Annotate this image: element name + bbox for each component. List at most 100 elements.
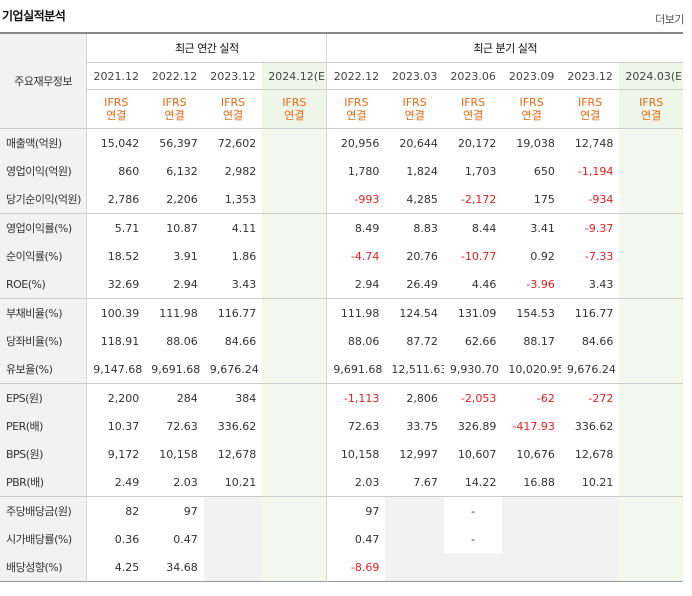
quarter-group-header: 최근 분기 실적 (326, 32, 683, 63)
quarter-value-cell: - (471, 532, 476, 546)
annual-value-cell: 2,786 (86, 185, 146, 214)
annual-value-cell (262, 270, 327, 299)
quarter-value-cell: -8.69 (326, 553, 386, 582)
quarter-value-cell: 154.53 (516, 306, 555, 320)
financial-table: 주요재무정보 최근 연간 실적 최근 분기 실적 2021.12 2022.12 2… (0, 32, 683, 582)
quarter-value-cell: 97 (326, 496, 386, 525)
quarter-value-cell (619, 298, 683, 327)
quarter-value-cell (619, 270, 683, 299)
annual-value-cell: 116.77 (217, 306, 257, 320)
annual-period-header: 2021.12 (86, 62, 146, 90)
annual-period-header: 2024.12(E) (262, 62, 327, 90)
row-label: 당기순이익(억원) (0, 185, 87, 214)
table-row: BPS(원) 9,172 10,158 12,678 10,158 12,997 10,60… (0, 440, 683, 468)
ifrs-label: IFRS (639, 96, 664, 109)
annual-value-cell: 97 (183, 504, 198, 518)
quarter-value-cell (619, 553, 683, 582)
annual-value-cell: 0.47 (173, 532, 198, 546)
quarter-value-cell: 12,678 (574, 447, 614, 461)
quarter-period-header: 2023.12 (567, 69, 613, 83)
quarter-value-cell: 62.66 (464, 334, 497, 348)
quarter-value-cell: 1,703 (464, 164, 497, 178)
quarter-value-cell (619, 213, 683, 242)
ifrs-badge: IFRS 연결 (502, 90, 561, 129)
consolidated-label: 연결 (106, 109, 127, 122)
quarter-value-cell: 14.22 (464, 475, 497, 489)
table-row: 배당성향(%) 4.25 34.68 -8.69 (0, 553, 683, 582)
annual-value-cell: 284 (176, 391, 198, 405)
table-row: EPS(원) 2,200 284 384 -1,113 2,806 -2,053 -62 -27… (0, 383, 683, 412)
annual-value-cell: 9,691.68 (151, 362, 201, 376)
annual-value-cell (262, 496, 327, 525)
quarter-value-cell (619, 327, 683, 355)
ifrs-badge: IFRS 연결 (145, 90, 204, 129)
quarter-value-cell: 7.67 (413, 475, 438, 489)
quarter-value-cell: 124.54 (399, 306, 438, 320)
annual-value-cell (262, 440, 327, 468)
quarter-value-cell: 12,997 (399, 447, 438, 461)
quarter-value-cell (443, 553, 503, 582)
ifrs-badge: IFRS 연결 (561, 90, 620, 129)
row-label: 매출액(억원) (0, 128, 87, 157)
consolidated-label: 연결 (462, 109, 484, 122)
consolidated-label: 연결 (404, 109, 425, 122)
row-label: 부채비율(%) (0, 298, 87, 327)
quarter-period-header: 2023.06 (450, 69, 496, 83)
ifrs-header-row: IFRS 연결 IFRS 연결 IFRS 연결 IFRS 연결 IFRS 연결 IFRS 연결 IFRS… (0, 89, 683, 129)
annual-value-cell: 2.49 (86, 468, 146, 497)
row-label: 시가배당률(%) (0, 525, 87, 553)
annual-value-cell: 2,200 (86, 383, 146, 412)
annual-value-cell: 2.94 (173, 277, 198, 291)
annual-value-cell: 384 (235, 391, 257, 405)
quarter-value-cell (619, 496, 683, 525)
ifrs-label: IFRS (162, 96, 187, 109)
quarter-value-cell: 9,691.68 (326, 355, 386, 384)
quarter-value-cell: 88.06 (326, 327, 386, 355)
quarter-value-cell (619, 412, 683, 440)
quarter-value-cell (385, 525, 444, 553)
consolidated-label: 연결 (346, 109, 367, 122)
annual-value-cell: 10.21 (224, 475, 257, 489)
quarter-value-cell: -2,053 (460, 391, 497, 405)
annual-value-cell: 18.52 (86, 242, 146, 270)
row-label: 순이익률(%) (0, 242, 87, 270)
more-link[interactable]: 더보기 (655, 13, 684, 26)
consolidated-label: 연결 (284, 109, 305, 122)
quarter-value-cell: 10,158 (326, 440, 386, 468)
quarter-value-cell: 111.98 (326, 298, 386, 327)
ifrs-badge: IFRS 연결 (444, 90, 503, 129)
table-row: 주당배당금(원) 82 97 97 - (0, 496, 683, 525)
ifrs-badge: IFRS 연결 (619, 89, 683, 129)
annual-value-cell: 111.98 (159, 306, 198, 320)
quarter-value-cell: 131.09 (457, 306, 497, 320)
annual-value-cell (262, 157, 327, 185)
year-header-row: 2021.12 2022.12 2023.12 2024.12(E) 2022.12 20… (0, 62, 683, 90)
quarter-value-cell (619, 157, 683, 185)
annual-value-cell: 82 (86, 496, 146, 525)
annual-value-cell: 2,982 (224, 164, 257, 178)
annual-period-header: 2022.12 (151, 69, 198, 83)
annual-value-cell: 32.69 (86, 270, 146, 299)
quarter-value-cell: 336.62 (574, 419, 614, 433)
quarter-value-cell: 12,511.63 (391, 362, 444, 376)
annual-value-cell: 860 (86, 157, 146, 185)
annual-value-cell (262, 327, 327, 355)
ifrs-label: IFRS (282, 96, 307, 109)
label-column-header: 주요재무정보 (0, 32, 87, 129)
group-header-row: 주요재무정보 최근 연간 실적 최근 분기 실적 (0, 32, 683, 129)
quarter-value-cell: 16.88 (523, 475, 555, 489)
row-label: EPS(원) (0, 383, 87, 412)
annual-value-cell (262, 468, 327, 497)
annual-value-cell: 5.71 (86, 213, 146, 242)
annual-value-cell: 6,132 (166, 164, 198, 178)
row-label: 영업이익(억원) (0, 157, 87, 185)
section-title: 기업실적분석 (2, 9, 66, 23)
annual-value-cell: 3.43 (231, 277, 257, 291)
ifrs-label: IFRS (519, 96, 544, 109)
annual-value-cell: 0.36 (86, 525, 146, 553)
annual-value-cell: 336.62 (217, 419, 257, 433)
quarter-value-cell (619, 383, 683, 412)
quarter-value-cell: 10.21 (581, 475, 614, 489)
quarter-period-header: 2023.09 (508, 69, 555, 83)
